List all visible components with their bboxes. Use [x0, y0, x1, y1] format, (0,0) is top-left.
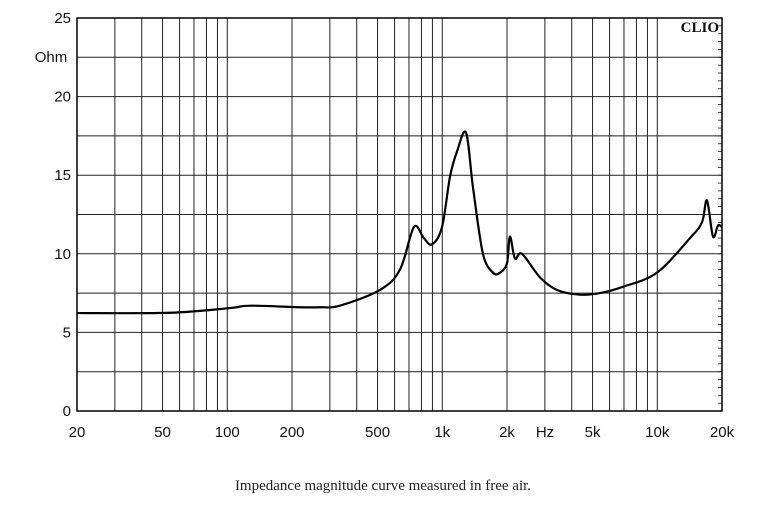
x-axis-label: Hz — [536, 424, 554, 441]
y-tick-label: 10 — [54, 246, 71, 263]
y-tick-label: 15 — [54, 167, 71, 184]
grid — [77, 18, 722, 411]
y-tick-label: 25 — [54, 10, 71, 27]
x-tick-label: 200 — [279, 424, 304, 441]
y-tick-label: 5 — [63, 324, 71, 341]
brand-logo: CLIO — [681, 20, 719, 36]
x-tick-label: 5k — [585, 424, 601, 441]
figure-caption: Impedance magnitude curve measured in fr… — [234, 478, 532, 494]
x-tick-label: 100 — [215, 424, 240, 441]
y-axis-label: Ohm — [35, 49, 68, 66]
x-tick-label: 20 — [69, 424, 86, 441]
impedance-curve — [76, 130, 723, 315]
x-axis: 20 50 100 200 500 1k 2k 5k 10k 20k — [69, 424, 735, 441]
x-tick-label: 10k — [645, 424, 670, 441]
x-tick-label: 500 — [365, 424, 390, 441]
x-tick-label: 20k — [710, 424, 735, 441]
x-tick-label: 50 — [154, 424, 171, 441]
plot-frame — [76, 17, 723, 412]
x-tick-label: 1k — [434, 424, 450, 441]
y-tick-label: 0 — [63, 403, 71, 420]
y-axis: 0 5 10 15 20 25 — [54, 10, 71, 420]
y-tick-label: 20 — [54, 89, 71, 106]
x-tick-label: 2k — [499, 424, 515, 441]
